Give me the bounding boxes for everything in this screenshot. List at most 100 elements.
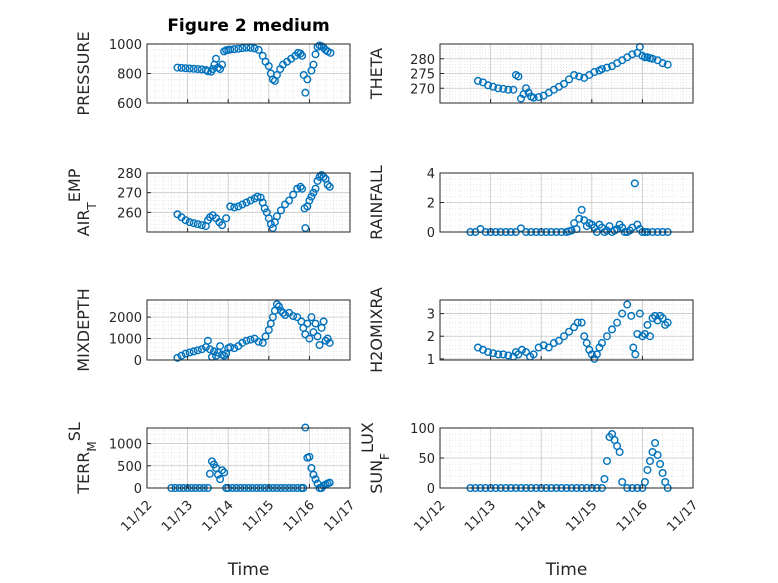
data-point [272, 70, 281, 79]
y-tick-label: 0 [427, 482, 435, 497]
data-point [311, 184, 320, 193]
data-point [315, 341, 324, 350]
y-tick-label: 0 [427, 226, 435, 241]
y-axis-label-main: MIXDEPTH [74, 288, 93, 371]
data-point [246, 335, 255, 344]
data-point [203, 67, 212, 76]
data-point [615, 448, 624, 457]
axes-box [146, 172, 351, 233]
data-point [577, 205, 586, 214]
data-point [658, 59, 667, 68]
y-axis-label-main: TERR [74, 452, 93, 495]
data-point [197, 221, 206, 230]
data-point [630, 179, 639, 188]
y-tick-label: 270 [410, 82, 435, 97]
y-axis-label: SUNFLUX [358, 422, 393, 494]
data-point [309, 328, 318, 337]
data-point [268, 75, 277, 84]
y-axis-label-subscript: T [85, 202, 99, 211]
data-point [494, 84, 503, 93]
data-point [618, 478, 627, 487]
data-point [640, 478, 649, 487]
data-point [226, 45, 235, 54]
data-point [230, 203, 239, 212]
data-point [222, 214, 231, 223]
data-point [274, 302, 283, 311]
data-point [218, 221, 227, 230]
y-tick-label: 260 [117, 206, 142, 221]
data-point [261, 332, 270, 341]
data-point [544, 343, 553, 352]
data-point [608, 325, 617, 334]
data-point [565, 75, 574, 84]
data-point [298, 184, 307, 193]
data-point [580, 332, 589, 341]
data-point [205, 345, 214, 354]
data-point [613, 318, 622, 327]
data-point [559, 332, 568, 341]
data-point [220, 351, 229, 360]
data-point [309, 60, 318, 69]
data-point [254, 337, 263, 346]
data-point [181, 216, 190, 225]
data-point [565, 327, 574, 336]
data-point [185, 218, 194, 227]
data-point [234, 44, 243, 53]
data-point [319, 317, 328, 326]
data-point [307, 313, 316, 322]
panel-pressure: 600 800 1000 PRESSURE Figure 2 medium [74, 16, 351, 116]
data-point [189, 347, 198, 356]
data-point [473, 76, 482, 85]
data-point [602, 457, 611, 466]
y-axis-label: THETA [367, 48, 386, 100]
data-point [216, 342, 225, 351]
y-axis-label: PRESSURE [74, 31, 93, 115]
data-point [319, 172, 328, 181]
data-point [173, 63, 182, 72]
x-axis-label: Time [227, 560, 270, 580]
data-point [254, 45, 263, 54]
panel-air-temp: 260 270 280 AIRTEMP [65, 167, 351, 236]
data-point [325, 478, 334, 487]
data-point [575, 214, 584, 223]
y-axis-label-main: THETA [367, 48, 386, 100]
data-point [208, 65, 217, 74]
data-point [260, 204, 269, 213]
y-tick-label: 280 [410, 53, 435, 68]
y-tick-label: 4 [427, 167, 435, 182]
y-axis-label-main: PRESSURE [74, 31, 93, 115]
data-point [173, 353, 182, 362]
data-point [301, 224, 310, 233]
y-tick-label: 280 [117, 167, 142, 182]
data-point [264, 62, 273, 71]
data-point [177, 63, 186, 72]
data-point [276, 306, 285, 315]
data-point [226, 202, 235, 211]
y-tick-label: 1 [427, 353, 435, 368]
data-point [212, 54, 221, 63]
data-point [592, 350, 601, 359]
data-point [311, 475, 320, 484]
y-tick-label: 2000 [109, 311, 142, 326]
data-point [325, 338, 334, 347]
data-point [577, 318, 586, 327]
y-axis-label: H2OMIXRA [367, 287, 386, 373]
data-point [246, 196, 255, 205]
y-tick-label: 1000 [109, 333, 142, 348]
data-point [504, 85, 513, 94]
y-tick-label: 500 [117, 460, 142, 475]
data-point [258, 338, 267, 347]
data-point [309, 470, 318, 479]
data-point [197, 345, 206, 354]
data-point [326, 48, 335, 57]
data-point [602, 63, 611, 72]
data-point [573, 318, 582, 327]
x-tick-label: 11/17 [321, 498, 358, 535]
data-point [522, 348, 531, 357]
y-tick-label: 270 [117, 187, 142, 202]
data-point [242, 198, 251, 207]
x-tick-label: 11/14 [200, 498, 237, 535]
y-tick-label: 1000 [109, 438, 142, 453]
data-point [185, 64, 194, 73]
data-point [301, 88, 310, 97]
